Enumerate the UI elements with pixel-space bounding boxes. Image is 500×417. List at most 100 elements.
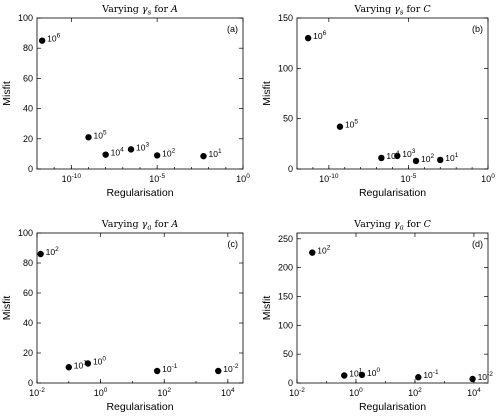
plot-frame [296,232,489,384]
x-tick-label-base: 10 [221,388,231,398]
data-point-label: 102 [46,246,59,257]
x-tick-label: 10-10 [62,173,82,184]
x-tick-label-exponent: 4 [231,387,235,394]
chart-title: Varying γa for C [353,219,432,232]
x-tick-label-base: 10 [408,388,418,398]
x-tick-label: 100 [236,173,250,184]
data-point [309,249,316,256]
panel-tag: (d) [472,239,483,249]
data-point-label-base: 10 [162,364,172,374]
x-axis-label: Regularisation [359,187,426,199]
x-tick-label: 104 [221,387,235,398]
data-point-label-base: 10 [313,31,323,41]
data-point-label: 101 [445,152,458,163]
data-point [85,134,92,141]
data-point-label-exponent: 2 [430,153,434,160]
x-tick-label-exponent: -2 [299,387,305,394]
x-tick-label-exponent: 0 [246,173,250,180]
x-tick-label-exponent: 4 [477,387,481,394]
y-axis-label: Misfit [1,296,13,321]
title-prefix: Varying [353,219,394,230]
x-tick-label: 104 [467,387,481,398]
data-point-label-exponent: 6 [57,33,61,40]
x-tick-label-base: 10 [149,174,159,184]
title-variable: A [170,4,178,15]
x-tick-label-base: 10 [401,174,411,184]
data-point-label-base: 10 [367,368,377,378]
y-tick-label: 20 [23,348,33,358]
data-point-label-base: 10 [162,148,172,158]
data-point-label-base: 10 [349,369,359,379]
data-point [336,123,344,130]
data-point-label: 100 [367,367,380,378]
data-point-label-base: 10 [423,370,433,380]
data-point [37,250,44,258]
data-point-label: 10-1 [423,369,439,380]
x-tick-label: 100 [94,387,108,398]
y-axis-label: Misfit [261,296,273,321]
y-tick-label: 40 [23,104,33,114]
x-tick-label-exponent: 0 [359,387,363,394]
data-point [415,374,422,381]
data-point-label: 103 [402,148,415,159]
data-point-label-base: 10 [111,148,121,158]
data-point-label-exponent: 2 [172,147,176,154]
title-subscript: a [400,224,404,232]
x-tick-label-exponent: 0 [104,387,108,394]
title-gamma: γ [142,4,148,15]
data-point-label-exponent: 6 [323,30,327,37]
data-point-label-base: 10 [136,142,146,152]
x-tick-label-exponent: 2 [418,387,422,394]
panel-tag: (a) [227,24,238,34]
y-tick-label: 0 [28,164,33,174]
data-point-label: 102 [421,153,434,164]
x-tick-label-base: 10 [319,174,329,184]
x-tick-label: 100 [481,173,495,184]
data-point [469,375,476,383]
y-tick-label: 60 [23,288,33,298]
data-point-label: 106 [313,30,326,41]
title-variable: C [423,4,431,15]
x-tick-label: 10-5 [401,173,417,184]
y-tick-label: 100 [278,320,293,330]
y-tick-label: 200 [278,263,293,273]
y-tick-label: 50 [283,114,293,124]
x-tick-label: 10-2 [289,387,305,398]
title-suffix: for [404,4,424,15]
data-point-label-base: 10 [46,247,56,257]
data-point-label: 103 [136,141,149,152]
data-point [394,152,401,160]
plot-frame [296,17,489,170]
data-point [304,34,312,42]
y-tick-label: 0 [28,378,33,388]
data-point-label-base: 10 [94,130,104,140]
data-point-label-base: 10 [47,34,57,44]
data-point-label-exponent: 5 [354,119,358,126]
data-point-label-exponent: 2 [327,245,331,252]
x-tick-label: 102 [408,387,422,398]
x-tick-label: 100 [349,387,363,398]
x-axis-label: Regularisation [106,187,173,199]
y-tick-label: 100 [18,228,33,238]
title-variable: C [424,219,432,230]
x-tick-label-exponent: -5 [159,173,165,180]
y-tick-label: 40 [23,318,33,328]
y-tick-label: 20 [23,134,33,144]
x-tick-label-base: 10 [29,388,39,398]
x-tick-label-base: 10 [236,174,246,184]
y-tick-label: 60 [23,73,33,83]
title-subscript: s [400,9,404,17]
y-tick-label: 150 [278,13,293,23]
data-point-label-base: 10 [386,151,396,161]
data-point-label-exponent: 3 [412,148,416,155]
data-point-label: 100 [93,356,106,367]
x-tick-label-base: 10 [467,388,477,398]
data-point-label: 105 [345,119,358,130]
data-point [127,146,135,153]
y-tick-label: 80 [23,43,33,53]
title-suffix: for [152,219,172,230]
plot-frame [36,232,244,384]
data-point [341,372,348,379]
